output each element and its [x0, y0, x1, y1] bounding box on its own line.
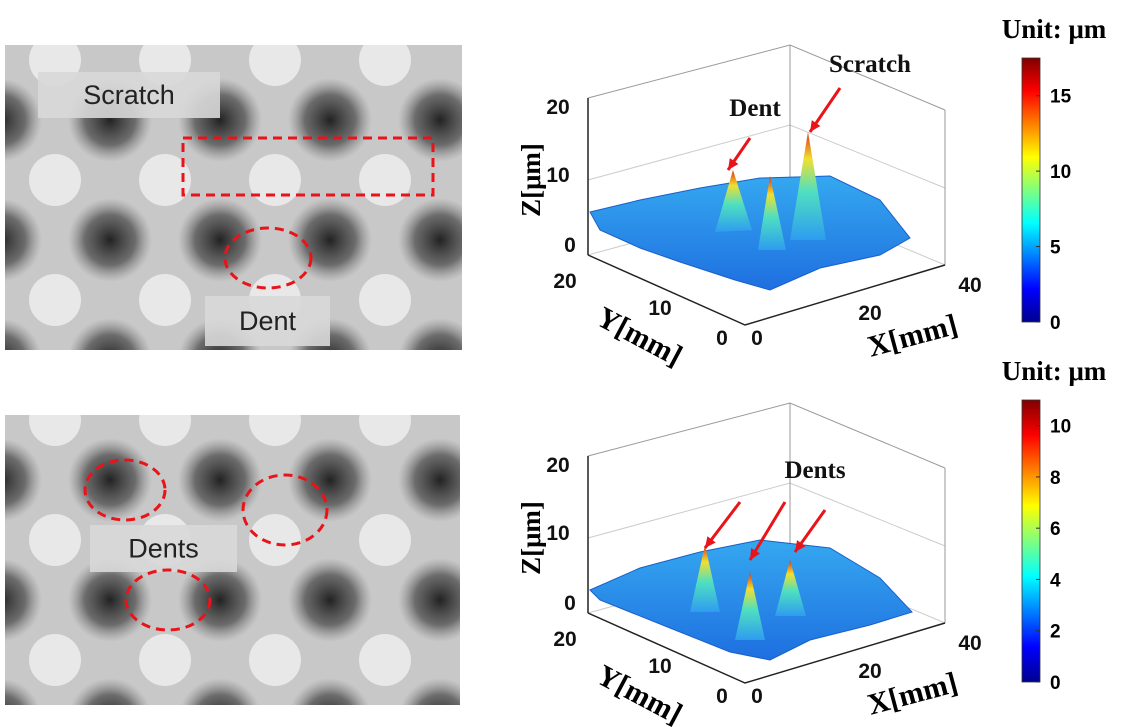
colorbar-tick-label: 15	[1050, 87, 1072, 108]
colorbar-tick-label: 8	[1050, 468, 1061, 489]
y-tick-label: 10	[648, 655, 671, 678]
z-tick-label: 10	[546, 164, 569, 187]
annotation: Dent	[729, 95, 781, 122]
surface	[590, 176, 910, 290]
z-tick-label: 0	[564, 234, 576, 257]
page: ScratchDent010202010002040Z[μm]Y[mm]X[mm…	[0, 0, 1144, 727]
colorbar-tick-label: 6	[1050, 519, 1061, 540]
z-axis-title: Z[μm]	[516, 501, 546, 575]
colorbar-tick-label: 2	[1050, 622, 1061, 643]
y-tick-label: 0	[716, 327, 728, 350]
y-tick-label: 20	[553, 270, 576, 293]
z-axis-title: Z[μm]	[516, 143, 546, 217]
y-tick-label: 10	[648, 297, 671, 320]
colorbar-tick-label: 0	[1050, 313, 1061, 334]
x-tick-label: 0	[751, 327, 763, 350]
colorbar-title: Unit: μm	[1002, 14, 1107, 44]
colorbar	[1022, 400, 1040, 682]
figure: ScratchDent010202010002040Z[μm]Y[mm]X[mm…	[0, 0, 1144, 727]
photo-label: Dent	[239, 306, 297, 336]
z-tick-label: 20	[546, 454, 569, 477]
colorbar-tick-label: 4	[1050, 570, 1061, 591]
colorbar-tick-label: 0	[1050, 673, 1061, 694]
annotation: Dents	[784, 457, 845, 484]
photo-label: Scratch	[83, 80, 175, 110]
z-tick-label: 10	[546, 522, 569, 545]
annotation: Scratch	[829, 51, 911, 78]
x-tick-label: 20	[858, 302, 881, 325]
photo-label: Dents	[128, 534, 199, 564]
y-axis-title: Y[mm]	[591, 659, 687, 727]
y-axis-title: Y[mm]	[591, 301, 687, 373]
x-tick-label: 20	[858, 660, 881, 683]
z-tick-label: 20	[546, 96, 569, 119]
y-tick-label: 20	[553, 628, 576, 651]
x-tick-label: 40	[958, 632, 981, 655]
colorbar-tick-label: 5	[1050, 238, 1061, 259]
colorbar-tick-label: 10	[1050, 162, 1071, 183]
colorbar	[1022, 58, 1040, 322]
x-tick-label: 40	[958, 274, 981, 297]
z-tick-label: 0	[564, 592, 576, 615]
x-tick-label: 0	[751, 685, 763, 708]
colorbar-tick-label: 10	[1050, 417, 1071, 438]
y-tick-label: 0	[716, 685, 728, 708]
colorbar-title: Unit: μm	[1002, 356, 1107, 386]
